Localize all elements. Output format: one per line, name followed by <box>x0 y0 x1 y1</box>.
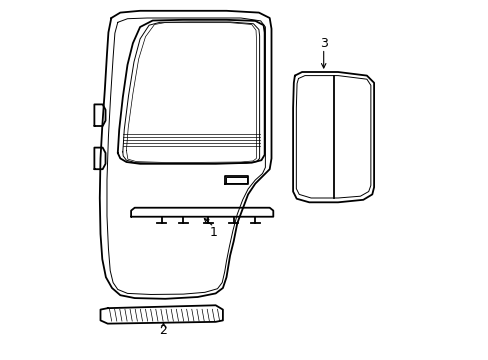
Text: 2: 2 <box>159 324 167 337</box>
Text: 3: 3 <box>319 37 327 50</box>
Text: 1: 1 <box>209 226 217 239</box>
